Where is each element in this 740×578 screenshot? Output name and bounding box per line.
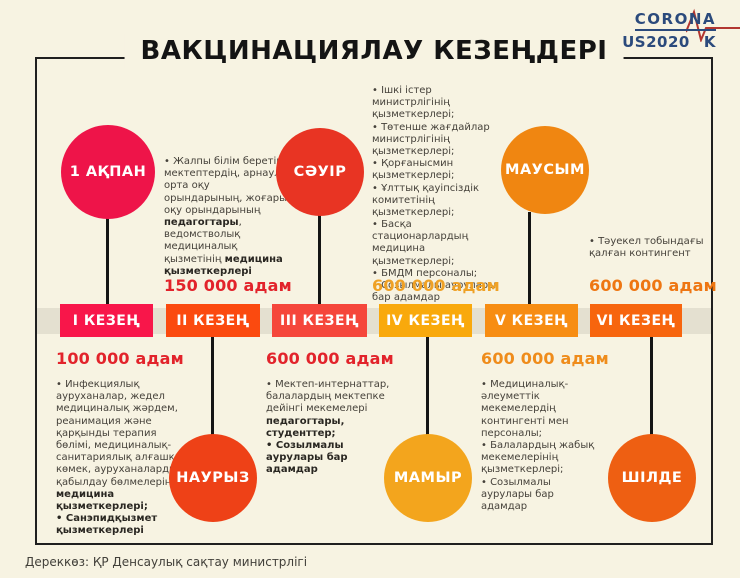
heartbeat-pulse-icon xyxy=(686,8,740,42)
stage-chip-6: VI КЕЗЕҢ xyxy=(590,304,682,337)
connector-line-6 xyxy=(650,337,653,435)
stage-description-1: • Инфекциялық ауруханалар, жедел медицин… xyxy=(56,379,184,537)
stage-chip-4: IV КЕЗЕҢ xyxy=(379,304,472,337)
month-circle-may: МАМЫР xyxy=(384,434,472,522)
month-circle-march: НАУРЫЗ xyxy=(169,434,257,522)
stage-count-1: 100 000 адам xyxy=(56,349,184,368)
stage-count-3: 600 000 адам xyxy=(266,349,394,368)
month-circle-july: ШІЛДЕ xyxy=(608,434,696,522)
stage-chip-5: V КЕЗЕҢ xyxy=(485,304,578,337)
stage-description-2: • Жалпы білім беретін мектептердің, арна… xyxy=(164,156,289,277)
connector-line-1 xyxy=(106,217,109,305)
month-circle-april: СӘУІР xyxy=(276,128,364,216)
connector-line-4 xyxy=(426,337,429,435)
stage-count-5: 600 000 адам xyxy=(481,349,609,368)
stage-chip-1: I КЕЗЕҢ xyxy=(60,304,153,337)
month-circle-february: 1 АҚПАН xyxy=(61,125,155,219)
stage-description-3: • Мектеп-интернаттар, балалардың мектепк… xyxy=(266,379,390,476)
page-title: ВАКЦИНАЦИЯЛАУ КЕЗЕҢДЕРІ xyxy=(124,34,624,68)
stage-description-4: • Ішкі істер министрлігінің қызметкерлер… xyxy=(372,85,496,304)
stage-description-5: • Медициналық-әлеуметтік мекемелердің ко… xyxy=(481,379,595,512)
source-attribution: Дереккөз: ҚР Денсаулық сақтау министрліг… xyxy=(25,555,308,569)
stage-chip-2: II КЕЗЕҢ xyxy=(166,304,260,337)
connector-line-3 xyxy=(318,214,321,305)
stage-chip-3: III КЕЗЕҢ xyxy=(272,304,367,337)
connector-line-2 xyxy=(211,337,214,435)
logo-corona-text: CORONA xyxy=(634,10,716,31)
stage-description-6: • Тәуекел тобындағы қалған контингент xyxy=(589,236,704,260)
connector-line-5 xyxy=(528,212,531,305)
logo-k-label: K xyxy=(703,33,716,51)
stage-count-6: 600 000 адам xyxy=(589,276,717,295)
stage-count-2: 150 000 адам xyxy=(164,276,292,295)
stage-count-4: 600 000 адам xyxy=(372,276,500,295)
month-circle-june: МАУСЫМ xyxy=(501,126,589,214)
